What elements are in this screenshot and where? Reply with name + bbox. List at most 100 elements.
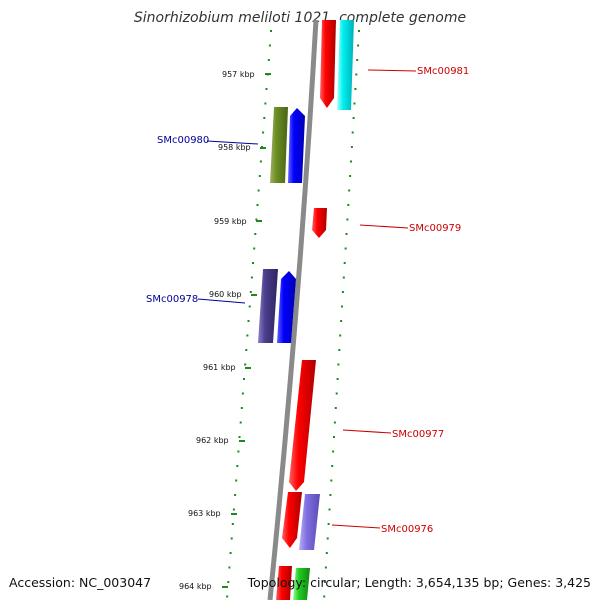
scale-dot [267,59,270,61]
scale-dot [339,334,342,337]
scale-dot [236,465,239,467]
genome-title: Sinorhizobium meliloti 1021, complete ge… [133,10,467,26]
tick-mark [256,220,262,222]
outer-scale-ring [323,30,360,598]
scale-dot [248,305,251,308]
gene-label-smc00977[interactable]: SMc00977 [392,429,444,440]
leader-line [367,69,417,72]
tick-label: 962 kbp [196,436,229,445]
scale-dot [332,450,335,453]
scale-dot [329,494,332,496]
tick-mark [251,294,257,296]
scale-dot [353,102,356,105]
scale-dot [232,508,235,511]
scale-dot [257,189,260,192]
scale-dot [350,160,352,163]
gene-smc00978-arrow[interactable] [277,271,296,343]
scale-dot [342,276,345,279]
scale-dot [237,450,240,453]
scale-dot [239,421,242,424]
scale-dot [355,73,358,76]
scale-dot [340,320,343,322]
scale-dot [346,218,349,221]
scale-dot [227,581,230,583]
leader-line [359,224,409,229]
tick-mark [265,73,271,75]
leader-line [206,140,259,145]
scale-dot [345,233,348,235]
scale-dot [263,117,266,119]
scale-dot [333,436,335,438]
scale-dot [324,581,326,583]
scale-dot [244,363,247,366]
scale-dot [268,44,271,47]
scale-dot [259,160,262,163]
gene-label-smc00979[interactable]: SMc00979 [409,223,461,234]
tick-label: 957 kbp [222,70,255,79]
gene-bottom-green-block[interactable] [293,568,310,600]
gene-smc00980-arrow[interactable] [288,108,305,183]
gene-label-smc00978[interactable]: SMc00978 [146,294,198,305]
gene-label-smc00981[interactable]: SMc00981 [417,66,469,77]
scale-dot [235,479,238,482]
scale-dot [338,349,341,351]
accession-text: Accession: NC_003047 [9,575,152,590]
genome-backbone [267,19,319,600]
scale-dot [326,537,329,540]
gene-bottom-red-block[interactable] [276,566,292,600]
scale-dot [341,291,344,293]
scale-dot [331,465,334,467]
forward-strand-genes [276,20,354,600]
scale-dot [349,175,352,177]
scale-dot [258,175,261,177]
gene-smc00979-arrow[interactable] [312,208,327,238]
gene-indigo-block[interactable] [258,269,278,343]
kbp-scale: 957 kbp 958 kbp 959 kbp 960 kbp 961 kbp … [179,70,271,591]
scale-dot [330,479,333,482]
scale-dot [265,88,268,90]
leader-line [342,429,392,434]
gene-lavender-block[interactable] [299,494,320,550]
scale-dot [238,436,241,438]
tick-label: 964 kbp [179,582,212,591]
scale-dot [245,349,248,351]
scale-dot [333,421,336,424]
tick-label: 963 kbp [188,509,221,518]
scale-dot [254,233,257,235]
scale-dot [327,523,330,525]
scale-dot [323,595,326,598]
gene-label-smc00976[interactable]: SMc00976 [381,524,433,535]
scale-dot [249,291,252,293]
tick-label: 959 kbp [214,217,247,226]
leader-line [197,298,246,304]
scale-dot [243,378,245,380]
scale-dot [354,88,357,90]
gene-smc00981-arrow[interactable] [320,20,336,108]
scale-dot [328,508,331,511]
gene-olive-block[interactable] [270,107,288,183]
gene-label-smc00980[interactable]: SMc00980 [157,135,209,146]
scale-dot [337,363,340,366]
scale-dot [348,189,351,192]
tick-mark [245,367,251,369]
scale-dot [350,146,353,148]
scale-dot [229,552,232,554]
gene-labels: SMc00981 SMc00980 SMc00979 SMc00978 SMc0… [146,66,469,535]
scale-dot [335,392,338,395]
leader-line [331,524,381,529]
gene-smc00977-arrow[interactable] [289,360,316,491]
gene-smc00976-arrow[interactable] [282,492,302,548]
gene-cyan-block[interactable] [337,20,354,110]
scale-dot [256,204,259,206]
scale-dot [234,494,237,496]
tick-mark [231,513,237,515]
scale-dot [351,131,354,134]
scale-dot [336,378,339,380]
scale-dot [347,204,350,206]
scale-dot [230,537,233,540]
scale-dot [240,407,243,409]
scale-dot [255,218,258,221]
scale-dot [325,552,328,554]
reverse-strand-genes [258,107,305,343]
